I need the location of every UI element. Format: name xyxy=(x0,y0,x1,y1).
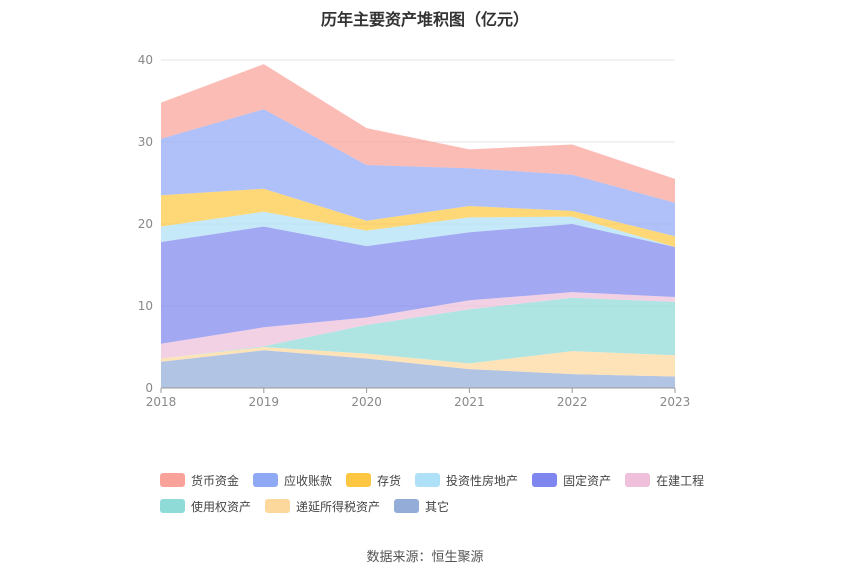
legend-swatch xyxy=(394,499,420,513)
y-tick-label: 10 xyxy=(138,299,153,313)
x-axis: 2018 2019 2020 2021 2022 2023 xyxy=(146,387,691,409)
legend-label: 递延所得税资产 xyxy=(296,499,381,514)
area-series-0 xyxy=(161,350,675,388)
legend-item[interactable]: 固定资产 xyxy=(532,472,611,488)
legend-item[interactable]: 货币资金 xyxy=(160,472,239,488)
legend-item[interactable]: 应收账款 xyxy=(253,472,332,488)
legend-swatch xyxy=(160,473,185,487)
area-series-6 xyxy=(161,188,675,247)
legend-items: 货币资金 应收账款 存货 投资性房地产 固定资产 在建工程使用权资产 递延所得税资产 其它 xyxy=(160,472,720,524)
legend-swatch xyxy=(346,473,372,487)
legend-item[interactable]: 投资性房地产 xyxy=(415,472,518,488)
legend-swatch xyxy=(625,473,651,487)
legend-label: 其它 xyxy=(425,499,450,514)
legend-item[interactable]: 其它 xyxy=(394,498,449,514)
area-series-4 xyxy=(161,224,675,344)
x-tick-label: 2022 xyxy=(557,395,588,409)
y-tick-label: 20 xyxy=(138,217,153,231)
area-series-8 xyxy=(161,64,675,203)
y-tick-label: 0 xyxy=(145,381,153,395)
legend-swatch xyxy=(532,473,558,487)
legend-label: 应收账款 xyxy=(284,473,333,488)
area-series-1 xyxy=(161,347,675,377)
legend-swatch xyxy=(160,499,185,513)
x-tick-label: 2019 xyxy=(249,395,280,409)
chart-legend: 货币资金 应收账款 存货 投资性房地产 固定资产 在建工程使用权资产 递延所得税资产 其它 xyxy=(160,472,720,524)
y-tick-label: 30 xyxy=(138,135,153,149)
legend-label: 投资性房地产 xyxy=(446,473,519,488)
legend-item[interactable]: 存货 xyxy=(346,472,401,488)
legend-swatch xyxy=(415,473,441,487)
legend-label: 在建工程 xyxy=(656,473,705,488)
area-series-3 xyxy=(161,292,675,359)
legend-label: 存货 xyxy=(377,473,402,488)
y-axis-ticks: 0 10 20 30 40 xyxy=(138,53,153,395)
chart-title: 历年主要资产堆积图（亿元） xyxy=(320,10,529,29)
area-series-2 xyxy=(161,297,675,364)
legend-label: 货币资金 xyxy=(191,473,240,488)
x-tick-label: 2020 xyxy=(351,395,382,409)
legend-item[interactable]: 在建工程 xyxy=(625,472,704,488)
legend-swatch xyxy=(265,499,291,513)
x-tick-label: 2018 xyxy=(146,395,177,409)
legend-label: 固定资产 xyxy=(563,473,612,488)
area-series-7 xyxy=(161,109,675,237)
x-tick-label: 2023 xyxy=(660,395,691,409)
legend-item[interactable]: 使用权资产 xyxy=(160,498,251,514)
stacked-area-chart: 0 10 20 30 40 2018 2019 2020 2021 2022 2023 xyxy=(138,53,691,409)
area-series-5 xyxy=(161,211,675,247)
legend-item[interactable]: 递延所得税资产 xyxy=(265,498,380,514)
data-source: 数据来源：恒生聚源 xyxy=(366,550,484,565)
x-tick-label: 2021 xyxy=(454,395,485,409)
area-series xyxy=(161,64,675,388)
legend-swatch xyxy=(253,473,279,487)
legend-label: 使用权资产 xyxy=(191,499,252,514)
y-tick-label: 40 xyxy=(138,53,153,67)
